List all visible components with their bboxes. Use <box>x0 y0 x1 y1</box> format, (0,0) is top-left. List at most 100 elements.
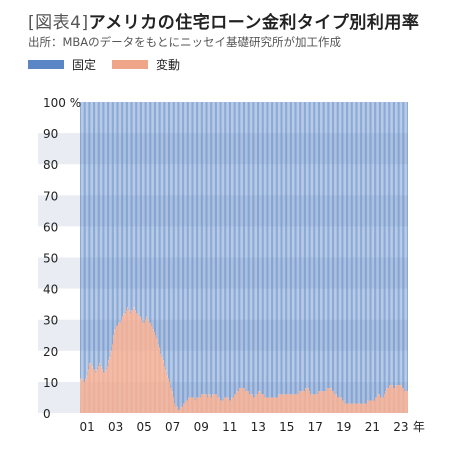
bar-fixed <box>136 102 137 314</box>
bar-fixed <box>185 102 187 401</box>
x-tick-label: 21 <box>365 420 380 434</box>
y-tick-label: 90 <box>43 127 58 141</box>
bar-fixed <box>396 102 398 386</box>
bar-fixed <box>286 102 287 395</box>
bar-fixed <box>101 102 103 370</box>
y-tick-label: 40 <box>43 283 58 297</box>
bar-fixed <box>100 102 102 367</box>
bar-fixed <box>229 102 230 401</box>
bar-fixed <box>164 102 165 367</box>
bar-fixed <box>180 102 182 407</box>
bar-fixed <box>337 102 338 398</box>
bar-fixed <box>356 102 357 404</box>
bar-fixed <box>142 102 144 323</box>
bar-fixed <box>265 102 267 398</box>
bar-fixed <box>384 102 385 395</box>
bar-fixed <box>302 102 304 392</box>
x-tick-label: 09 <box>194 420 209 434</box>
bar-fixed <box>237 102 239 392</box>
bar-fixed <box>243 102 244 389</box>
x-tick-label: 13 <box>251 420 266 434</box>
bar-fixed <box>184 102 186 404</box>
bar-fixed <box>92 102 94 370</box>
variable-area <box>80 307 408 413</box>
legend-swatch-fixed <box>28 60 64 69</box>
bar-fixed <box>335 102 337 395</box>
bar-fixed <box>347 102 348 404</box>
bar-fixed <box>267 102 268 398</box>
bar-fixed <box>293 102 295 395</box>
bar-fixed <box>150 102 151 323</box>
bar-fixed <box>99 102 101 364</box>
x-tick-label: 17 <box>308 420 323 434</box>
bar-fixed <box>305 102 307 389</box>
bar-fixed <box>375 102 376 398</box>
bar-fixed <box>328 102 329 389</box>
bar-fixed <box>309 102 310 392</box>
bar-fixed <box>156 102 158 339</box>
y-tick-label: 30 <box>43 314 58 328</box>
bar-fixed <box>361 102 362 404</box>
bar-fixed <box>117 102 118 326</box>
bar-fixed <box>273 102 275 398</box>
bar-fixed <box>395 102 397 386</box>
y-axis-labels: 0 10 20 30 40 50 60 70 80 90 100 % <box>43 96 81 421</box>
bar-fixed <box>235 102 237 395</box>
bar-fixed <box>366 102 368 404</box>
x-axis-labels: 01 03 05 07 09 11 13 15 17 19 21 23 年 <box>79 420 424 434</box>
chart-title: [図表4]アメリカの住宅ローン金利タイプ別利用率 <box>28 8 419 33</box>
bar-fixed <box>137 102 139 314</box>
bar-fixed <box>255 102 257 395</box>
y-tick-label: 70 <box>43 189 58 203</box>
bar-fixed <box>181 102 183 407</box>
bar-fixed <box>220 102 221 401</box>
bar-fixed <box>140 102 141 317</box>
bar-fixed <box>171 102 173 392</box>
bar-fixed <box>345 102 347 404</box>
bar-fixed <box>363 102 365 404</box>
bar-fixed <box>291 102 293 395</box>
bar-fixed <box>262 102 263 395</box>
bar-fixed <box>348 102 350 404</box>
bar-fixed <box>124 102 126 314</box>
bar-fixed <box>269 102 271 398</box>
bar-fixed <box>189 102 191 398</box>
bar-fixed <box>263 102 265 395</box>
bar-fixed <box>325 102 327 392</box>
bar-fixed <box>161 102 163 358</box>
legend-item-fixed: 固定 <box>28 56 96 73</box>
bar-fixed <box>209 102 211 395</box>
bar-fixed <box>155 102 156 336</box>
bar-fixed <box>134 102 136 311</box>
bar-fixed <box>344 102 346 404</box>
bar-fixed <box>330 102 332 389</box>
bar-fixed <box>162 102 164 361</box>
bar-fixed <box>90 102 92 364</box>
bar-fixed <box>358 102 360 404</box>
bar-fixed <box>301 102 303 392</box>
bar-fixed <box>368 102 370 401</box>
bar-fixed <box>281 102 282 395</box>
bar-fixed <box>334 102 336 395</box>
x-tick-label: 05 <box>137 420 152 434</box>
bar-fixed <box>277 102 279 398</box>
bar-fixed <box>385 102 387 392</box>
bar-fixed <box>176 102 178 407</box>
bar-fixed <box>145 102 146 320</box>
bar-fixed <box>115 102 117 326</box>
bar-fixed <box>108 102 109 361</box>
bar-fixed <box>222 102 224 401</box>
bar-fixed <box>326 102 328 389</box>
bar-fixed <box>376 102 378 398</box>
bar-fixed <box>283 102 285 395</box>
bar-fixed <box>407 102 408 392</box>
bar-fixed <box>276 102 277 398</box>
bar-fixed <box>391 102 393 386</box>
bar-fixed <box>114 102 116 330</box>
bar-fixed <box>319 102 320 392</box>
bar-fixed <box>264 102 266 398</box>
x-tick-label: 23 <box>393 420 408 434</box>
bar-fixed <box>279 102 281 395</box>
bar-fixed <box>240 102 242 389</box>
bar-fixed <box>390 102 392 386</box>
